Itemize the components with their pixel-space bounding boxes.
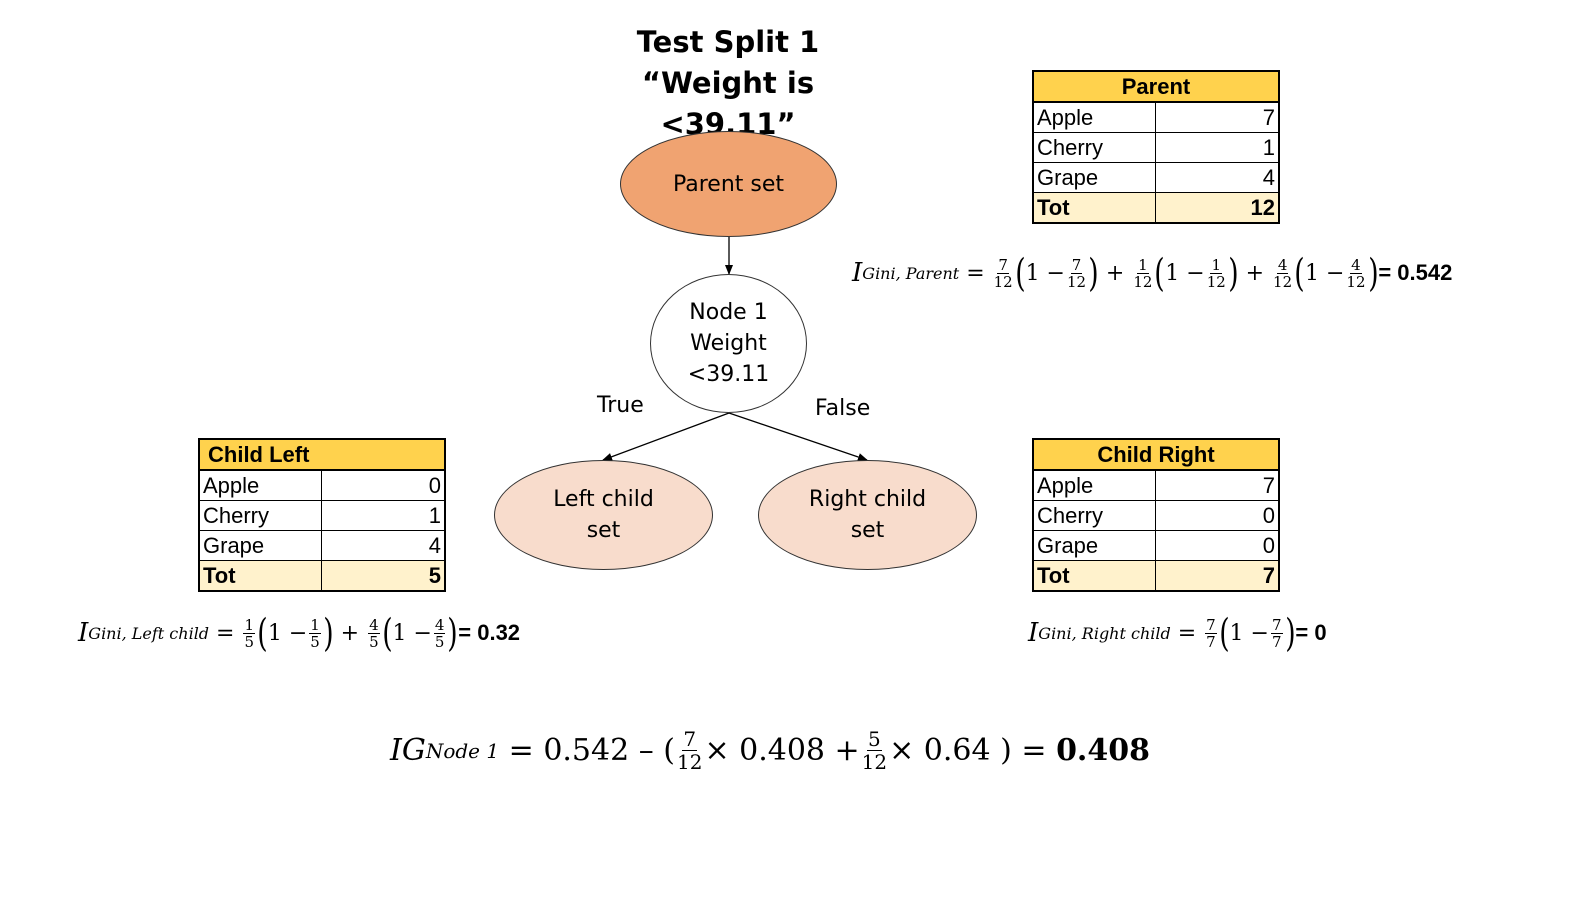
child-right-table-header: Child Right (1032, 438, 1280, 471)
table-row: Cherry 1 (198, 500, 446, 531)
parent-set-label: Parent set (672, 171, 785, 197)
row-label: Grape (1032, 530, 1157, 561)
gini-left-formula: I Gini, Left child = 1 5(1 −1 5) + 4 5(1 −4 5… (78, 611, 521, 655)
left-child-node: Left child set (494, 460, 713, 570)
row-label: Grape (1032, 162, 1156, 193)
ig-symbol: IG (390, 733, 426, 768)
table-total-row: Tot 5 (198, 560, 446, 592)
table-row: Apple 7 (1032, 469, 1280, 501)
total-label: Tot (198, 560, 323, 592)
gini-subscript: Gini, Left child (88, 623, 210, 643)
total-label: Tot (1032, 560, 1157, 592)
gini-symbol: I (1028, 618, 1039, 648)
row-label: Cherry (1032, 132, 1156, 163)
left-child-line-2: set (586, 518, 621, 543)
table-row: Apple 0 (198, 469, 446, 501)
table-total-row: Tot 12 (1032, 192, 1280, 224)
right-child-line-1: Right child (808, 487, 927, 512)
row-label: Apple (1032, 101, 1156, 133)
child-right-table: Child Right Apple 7 Cherry 0 Grape 0 Tot 7 (1032, 438, 1280, 592)
table-row: Cherry 1 (1032, 132, 1280, 163)
total-value: 5 (321, 560, 446, 592)
edge-node1-left (602, 412, 730, 461)
gini-right-result: = 0 (1295, 620, 1327, 645)
table-total-row: Tot 7 (1032, 560, 1280, 592)
total-value: 12 (1154, 192, 1280, 224)
row-value: 0 (1155, 530, 1280, 561)
row-value: 1 (1154, 132, 1280, 163)
right-child-node: Right child set (758, 460, 977, 570)
parent-table-header: Parent (1032, 70, 1280, 103)
total-label: Tot (1032, 192, 1156, 224)
ig-subscript: Node 1 (425, 738, 500, 763)
edge-node1-right (728, 412, 868, 461)
information-gain-formula: IG Node 1 = 0.542 – ( 7 12 × 0.408 + 5 12 ×… (390, 727, 1151, 774)
row-label: Grape (198, 530, 323, 561)
parent-table: Parent Apple 7 Cherry 1 Grape 4 Tot 12 (1032, 70, 1280, 224)
table-row: Grape 4 (198, 530, 446, 561)
row-label: Apple (198, 469, 323, 501)
table-row: Grape 4 (1032, 162, 1280, 193)
right-child-line-2: set (850, 518, 885, 543)
ig-middle: = 0.542 – ( (508, 733, 675, 768)
node-1-line-3: <39.11 (687, 362, 770, 387)
title-line-1: Test Split 1 (636, 25, 820, 59)
gini-parent-formula: I Gini, Parent = 7 12(1 −7 12) + 1 12(1 −1 12… (852, 251, 1453, 295)
row-value: 0 (1155, 500, 1280, 531)
row-label: Cherry (198, 500, 323, 531)
row-value: 7 (1154, 101, 1280, 133)
gini-subscript: Gini, Parent (862, 263, 960, 283)
parent-set-node: Parent set (620, 131, 837, 237)
table-row: Cherry 0 (1032, 500, 1280, 531)
true-edge-label: True (597, 393, 644, 418)
gini-right-formula: I Gini, Right child = 7 7(1 −7 7) = 0 (1028, 611, 1327, 655)
false-edge-label: False (815, 396, 871, 421)
gini-symbol: I (78, 618, 89, 648)
row-value: 7 (1155, 469, 1280, 501)
table-row: Apple 7 (1032, 101, 1280, 133)
gini-subscript: Gini, Right child (1038, 623, 1171, 643)
row-label: Cherry (1032, 500, 1157, 531)
table-row: Grape 0 (1032, 530, 1280, 561)
node-1: Node 1 Weight <39.11 (650, 274, 807, 413)
ig-term-2: × 0.64 ) = (889, 733, 1047, 768)
ig-result: 0.408 (1056, 733, 1151, 768)
row-value: 4 (321, 530, 446, 561)
left-child-line-1: Left child (553, 487, 654, 512)
row-value: 1 (321, 500, 446, 531)
row-value: 0 (321, 469, 446, 501)
node-1-line-2: Weight (690, 331, 767, 356)
row-value: 4 (1154, 162, 1280, 193)
gini-symbol: I (852, 258, 863, 288)
child-left-table: Child Left Apple 0 Cherry 1 Grape 4 Tot 5 (198, 438, 446, 592)
row-label: Apple (1032, 469, 1157, 501)
gini-parent-result: = 0.542 (1378, 260, 1453, 285)
gini-left-result: = 0.32 (458, 620, 521, 645)
child-left-table-header: Child Left (198, 438, 446, 471)
total-value: 7 (1155, 560, 1280, 592)
node-1-line-1: Node 1 (689, 300, 768, 325)
diagram-title: Test Split 1 “Weight is <39.11” (578, 22, 878, 145)
ig-term-1: × 0.408 + (704, 733, 860, 768)
